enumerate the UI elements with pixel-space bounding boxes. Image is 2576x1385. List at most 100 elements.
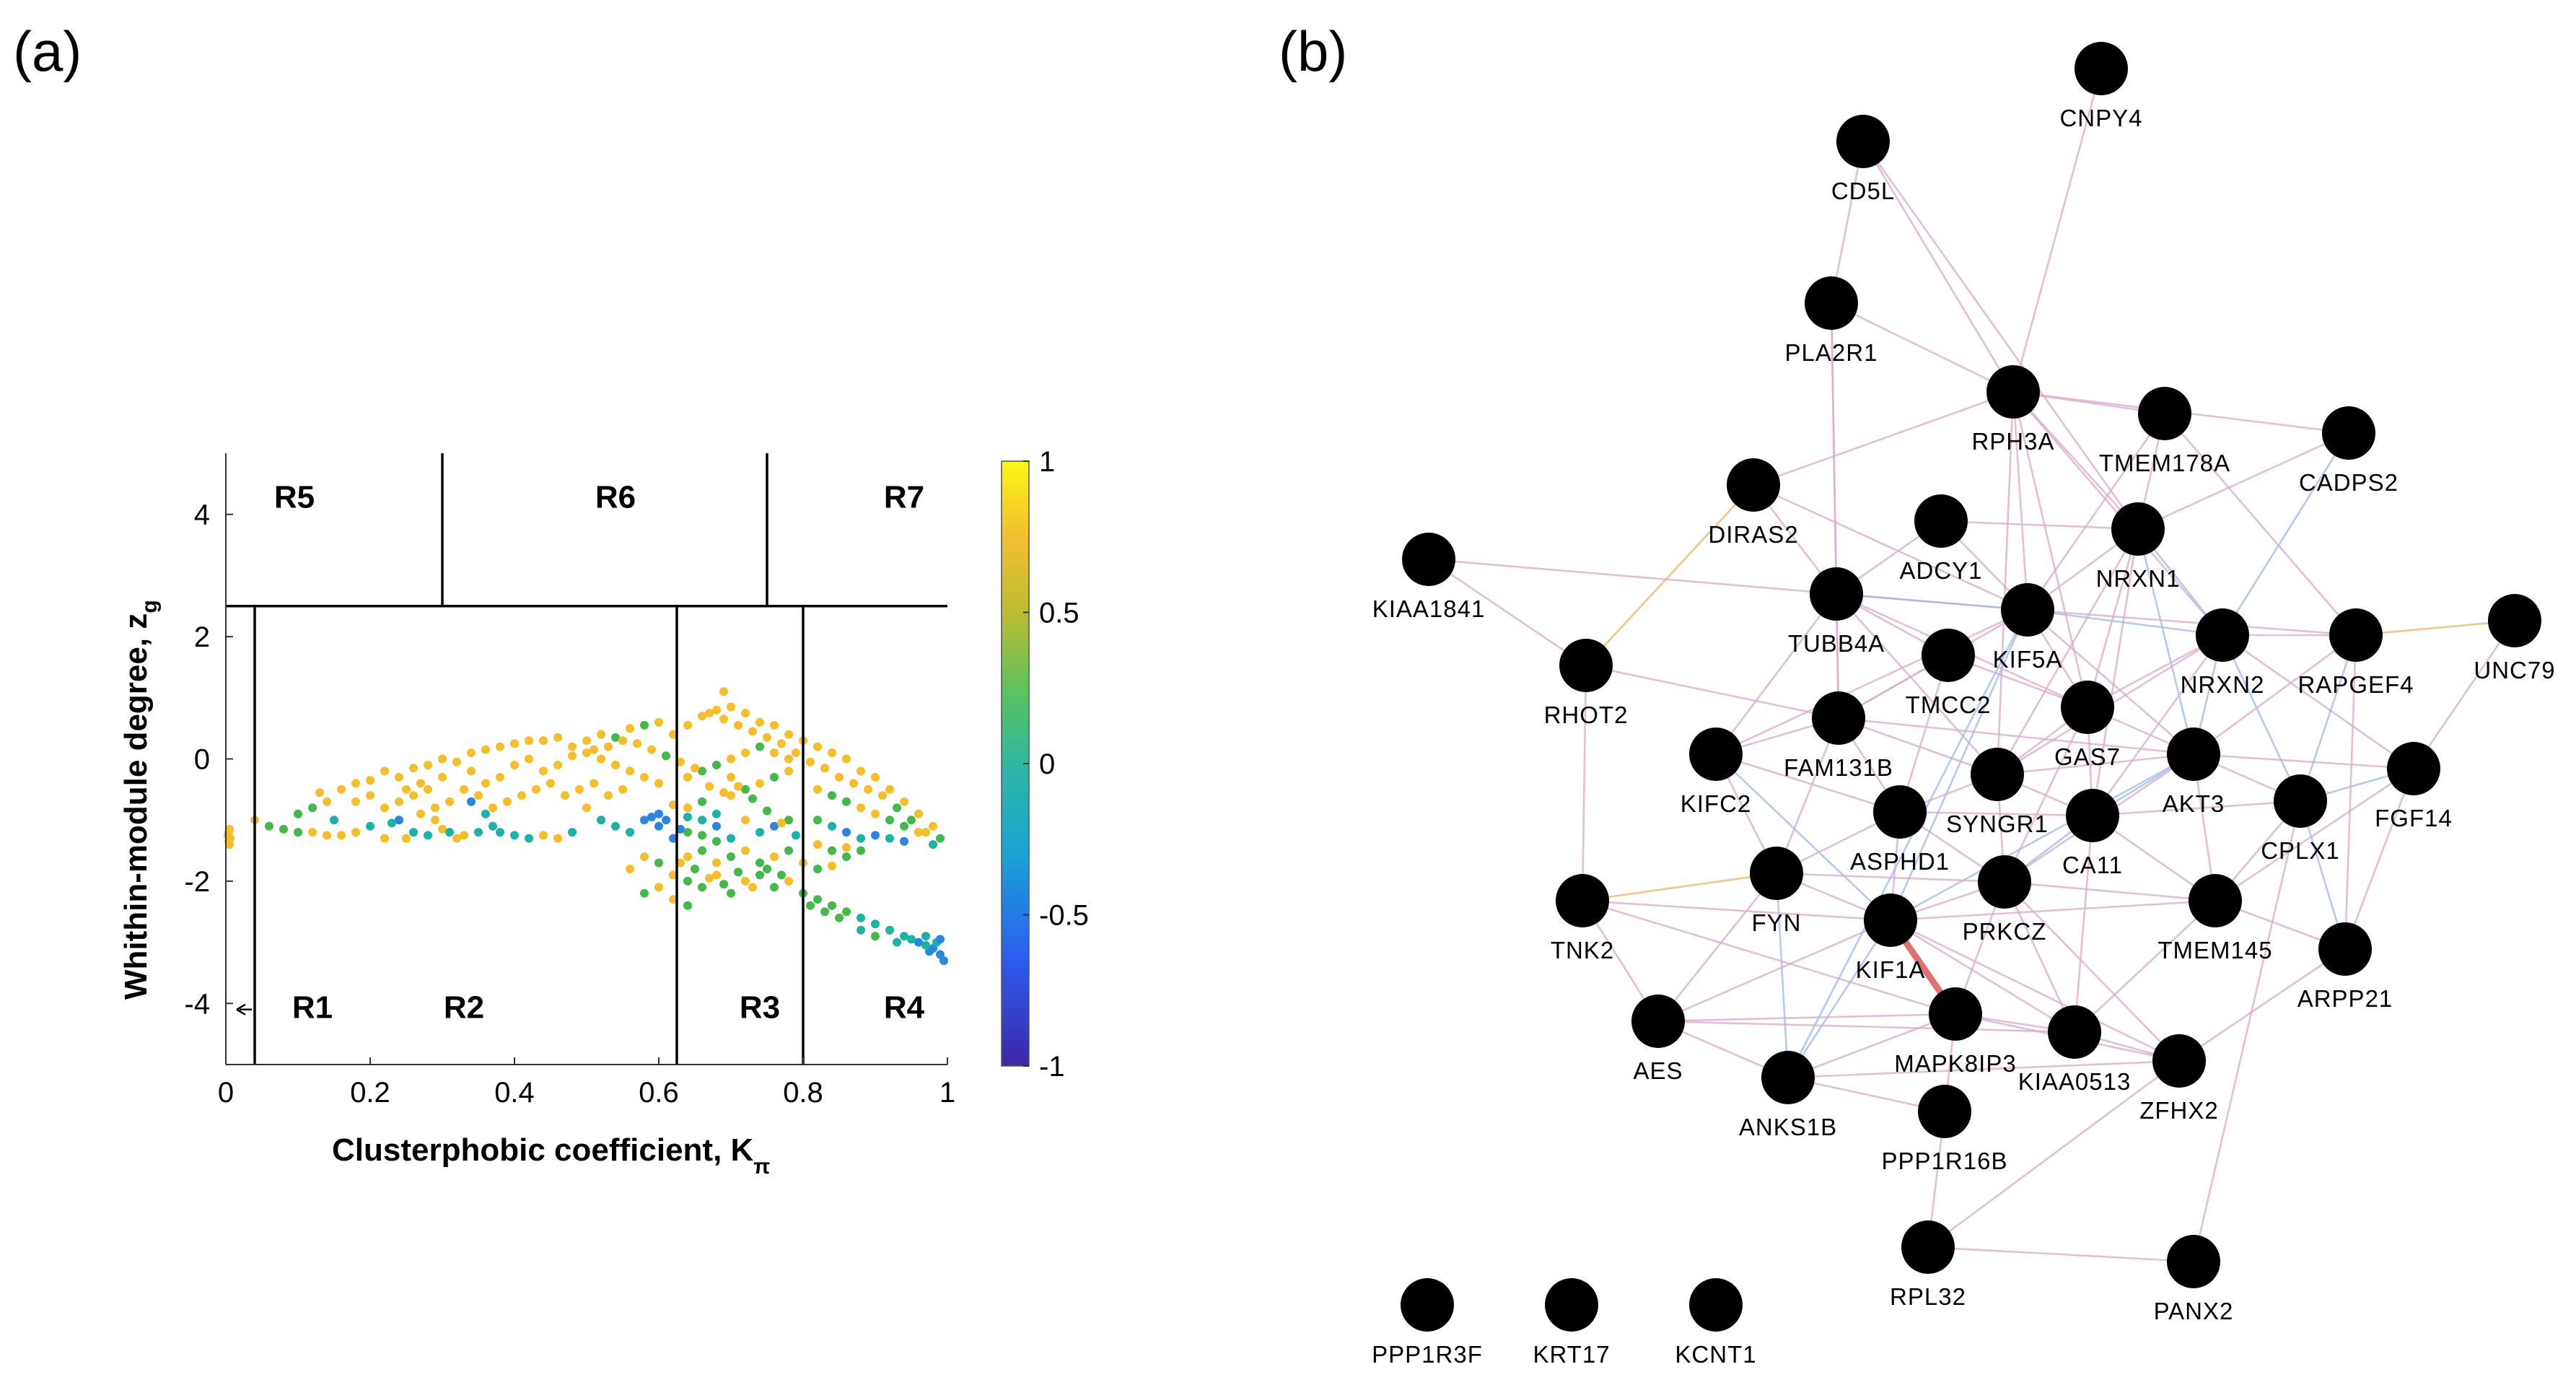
network-edge [1657,1020,2075,1034]
scatter-point [900,821,908,831]
network-edge [2299,634,2357,802]
network-edge [1996,528,2139,775]
scatter-point [705,873,714,883]
scatter-point [914,809,923,818]
scatter-point [503,797,512,806]
network-edge [1898,655,1950,813]
network-node-label: TMCC2 [1906,691,1992,718]
scatter-point [864,785,872,794]
network-node-label: TNK2 [1551,937,1614,964]
scatter-point [604,791,613,800]
network-edge [2073,815,2094,1033]
scatter-point [842,907,851,917]
network-edge [1862,141,2139,530]
scatter-point [510,831,519,840]
scatter-point [654,858,663,868]
scatter-point [351,779,360,788]
scatter-point [741,709,750,717]
scatter-point [351,797,360,806]
network-edge [1997,753,2194,776]
scatter-point [755,779,764,788]
network-node-label: PRKCZ [1963,918,2047,945]
network-edge [2178,948,2346,1062]
scatter-point [568,828,577,837]
network-edge [1585,664,1839,720]
scatter-point [647,745,656,754]
scatter-point [568,751,577,761]
panel-label-a: (a) [13,19,82,83]
scatter-point [409,828,418,837]
colorbar-tick-label: -1 [1039,1051,1065,1083]
scatter-point [784,754,793,764]
scatter-point [857,803,865,813]
network-node-label: KIAA1841 [1372,595,1486,622]
scatter-point [676,824,685,834]
network-edge [1889,609,2029,921]
scatter-point [755,742,764,751]
network-nodes: CNPY4 CD5L PLA2R1 RPH3A TMEM178A CADPS2 DIRAS2… [1372,42,2555,1368]
network-node-circle [1978,855,2031,909]
scatter-point [748,794,757,803]
network-node-label: CNPY4 [2059,105,2142,131]
network-node-kcnt1: KCNT1 [1675,1278,1756,1368]
region-label-r3: R3 [740,990,780,1026]
scatter-point [402,834,411,843]
scatter-point [770,720,779,730]
network-node-circle [1727,458,1780,512]
scatter-point [813,742,822,751]
network-node-label: GAS7 [2054,743,2121,770]
network-node-circle [1901,1220,1955,1274]
scatter-point [496,828,504,837]
scatter-point [871,831,880,840]
scatter-point [546,779,555,788]
scatter-point [582,748,591,757]
scatter-point [517,791,526,800]
scatter-point [871,809,880,818]
scatter-point [929,821,937,831]
scatter-point [387,818,396,828]
network-edge [2137,432,2349,530]
network-edge [2003,881,2076,1033]
network-node-label: ANKS1B [1739,1114,1837,1140]
network-edge [1775,717,1840,874]
network-edge [2092,800,2301,817]
scatter-point [907,816,916,825]
scatter-point [366,791,374,800]
network-node-circle [2387,742,2440,795]
scatter-point [474,828,483,837]
scatter-point [893,938,901,947]
scatter-point [683,901,692,910]
scatter-point [698,766,706,776]
scatter-point [597,730,605,739]
scatter-point [553,733,562,742]
network-node-circle [2488,594,2541,647]
network-node-fam131b: FAM131B [1784,691,1893,781]
scatter-point [553,834,562,843]
network-node-circle [2167,728,2220,781]
scatter-point [647,813,656,821]
x-tick-label: 0.2 [350,1077,390,1109]
scatter-point [770,821,779,831]
scatter-point [939,956,948,965]
network-node-circle [1810,567,1863,621]
network-node-circle [1556,874,1609,927]
scatter-point [755,870,764,880]
network-edge [1657,1013,1956,1023]
scatter-point [842,843,851,852]
scatter-point [698,883,706,892]
network-edge [2214,767,2414,902]
region-labels: R1 R2 R3 R4 R5 R6 R7 [274,479,925,1025]
network-node-rhot2: RHOT2 [1544,639,1627,728]
network-edge [1927,1246,2194,1263]
y-tick-label: -2 [184,866,210,898]
scatter-point [532,785,540,794]
network-edge [1831,302,2014,393]
scatter-point [662,816,670,825]
scatter-point [683,876,692,886]
network-edge [1890,919,2075,1034]
scatter-point [402,785,411,794]
network-edge [2221,634,2302,802]
network-node-akt3: AKT3 [2163,728,2224,817]
scatter-point [525,834,533,843]
network-node-kiaa1841: KIAA1841 [1372,533,1486,622]
